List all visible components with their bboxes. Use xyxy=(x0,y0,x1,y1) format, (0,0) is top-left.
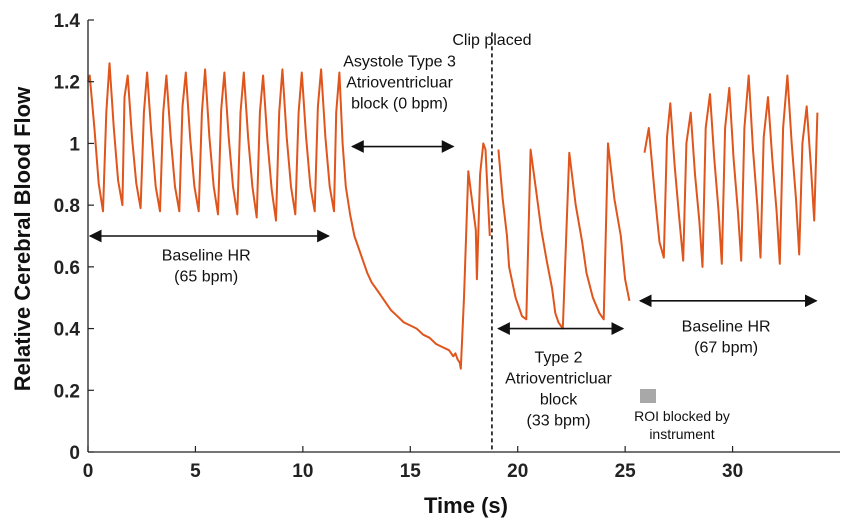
y-tick-label: 1 xyxy=(69,134,80,155)
y-tick-label: 0.2 xyxy=(54,381,80,402)
annotation-text: (33 bpm) xyxy=(527,413,591,430)
y-tick-label: 1.2 xyxy=(54,73,80,94)
x-tick-label: 15 xyxy=(400,461,422,482)
x-tick-label: 30 xyxy=(722,461,743,482)
annotation-text: (65 bpm) xyxy=(174,269,238,286)
data-line-segment xyxy=(497,142,631,330)
y-tick-label: 0.8 xyxy=(54,196,80,217)
legend-label: instrument xyxy=(649,426,714,442)
annotation-text: Asystole Type 3 xyxy=(343,53,456,70)
x-tick-label: 20 xyxy=(507,461,528,482)
y-tick-label: 0.4 xyxy=(54,320,81,341)
y-tick-label: 0 xyxy=(69,443,80,464)
x-axis-title: Time (s) xyxy=(424,493,508,518)
annotation-text: (67 bpm) xyxy=(694,340,758,357)
legend-swatch xyxy=(640,389,656,403)
y-tick-label: 0.6 xyxy=(54,258,80,279)
x-tick-label: 5 xyxy=(190,461,201,482)
y-axis-title: Relative Cerebral Blood Flow xyxy=(10,86,35,391)
annotation-text: Baseline HR xyxy=(162,248,251,265)
annotation-text: Type 2 xyxy=(535,350,583,367)
annotation-text: Baseline HR xyxy=(682,319,771,336)
annotation-text: block (0 bpm) xyxy=(351,95,448,112)
y-tick-label: 1.4 xyxy=(54,11,81,32)
x-tick-label: 25 xyxy=(615,461,637,482)
x-tick-label: 0 xyxy=(83,461,94,482)
annotation-text: Atrioventricluar xyxy=(346,74,453,91)
annotation-text: block xyxy=(540,392,578,409)
legend-label: ROI blocked by xyxy=(634,408,730,424)
data-line-segment xyxy=(643,74,819,268)
annotation-text: Atrioventricluar xyxy=(505,371,612,388)
clip-placed-label: Clip placed xyxy=(452,32,531,49)
data-line-segment xyxy=(87,62,491,370)
x-tick-label: 10 xyxy=(292,461,313,482)
